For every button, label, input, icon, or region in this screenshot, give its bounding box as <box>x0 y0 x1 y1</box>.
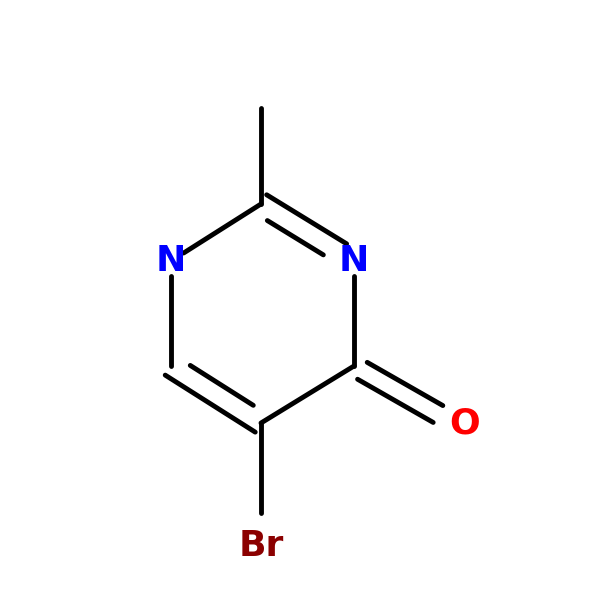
Text: N: N <box>156 244 186 278</box>
Text: Br: Br <box>238 529 284 563</box>
Text: O: O <box>449 406 481 440</box>
Text: N: N <box>339 244 369 278</box>
